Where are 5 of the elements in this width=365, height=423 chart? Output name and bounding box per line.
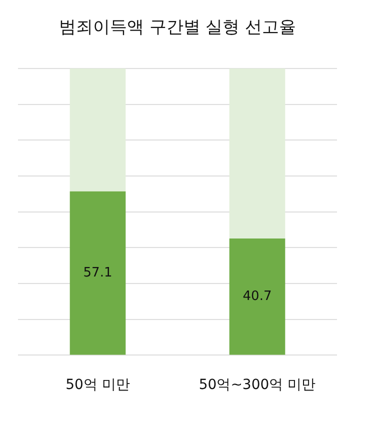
data-label: 57.1 (83, 265, 112, 280)
chart-title: 범죄이득액 구간별 실형 선고율 (58, 18, 296, 38)
data-label: 40.7 (242, 288, 272, 304)
x-tick-label: 50억~300억 미만 (198, 377, 316, 394)
x-tick-label: 50억 미만 (66, 377, 130, 394)
